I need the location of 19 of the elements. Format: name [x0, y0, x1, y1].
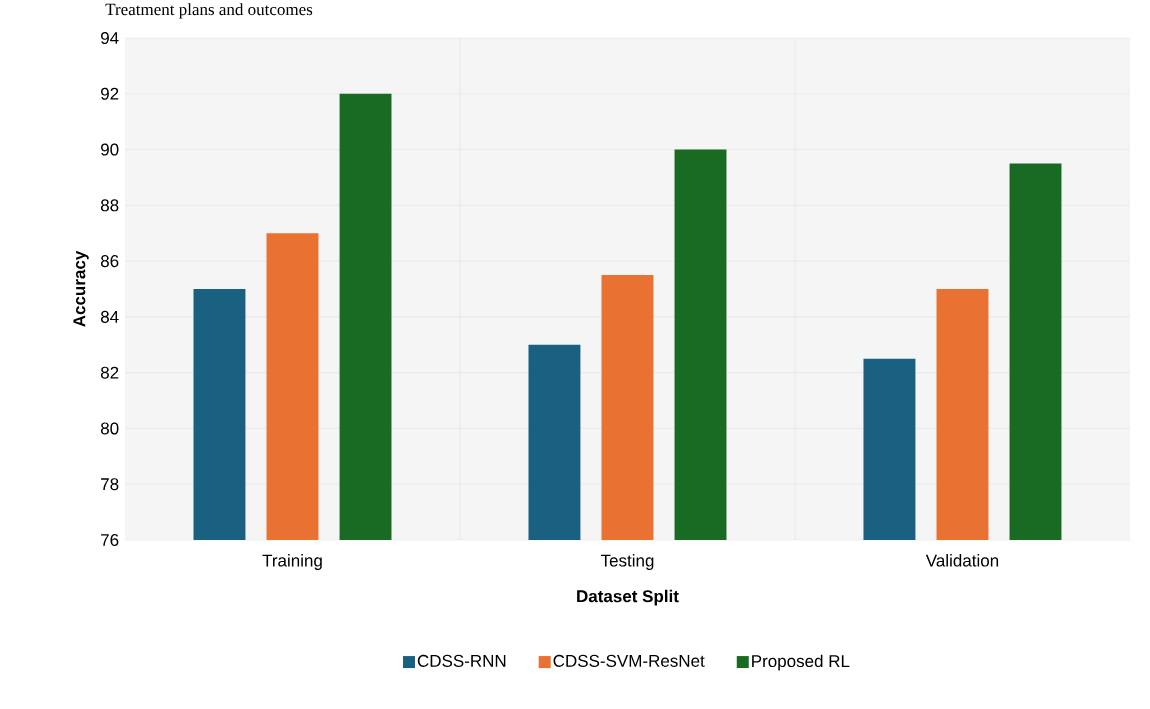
y-tick-label: 88	[100, 199, 119, 212]
legend-label: Proposed RL	[752, 654, 850, 671]
y-tick-label: 92	[101, 87, 119, 100]
y-tick-label: 78	[101, 478, 119, 491]
y-axis-title: Accuracy	[73, 250, 89, 327]
x-axis-title: Dataset Split	[577, 589, 679, 606]
y-tick-label: 80	[100, 422, 119, 435]
legend-label: CDSS-RNN	[417, 654, 506, 667]
y-tick-label: 76	[101, 533, 119, 547]
x-tick-label: Training	[262, 554, 322, 570]
x-tick-label: Testing	[600, 554, 654, 570]
x-tick-label: Validation	[925, 554, 999, 567]
y-tick-label: 86	[100, 255, 119, 268]
y-tick-label: 82	[100, 366, 119, 379]
legend-label: CDSS-SVM-ResNet	[553, 654, 705, 667]
text: Treatment plans and outcomes	[105, 3, 313, 19]
y-tick-label: 94	[101, 31, 119, 45]
y-tick-label: 90	[101, 143, 119, 156]
y-tick-label: 84	[100, 310, 119, 323]
